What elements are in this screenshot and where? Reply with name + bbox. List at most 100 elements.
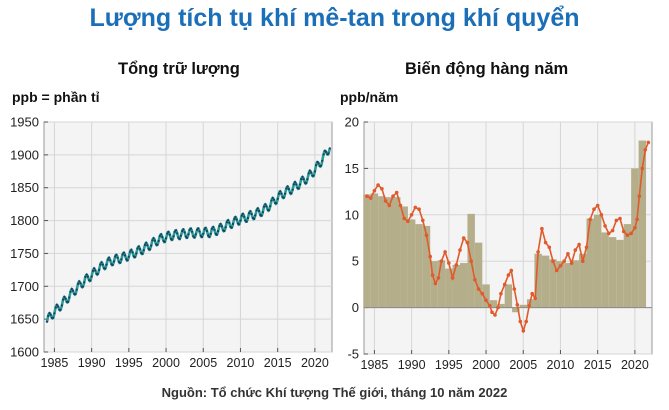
left-series-point bbox=[235, 218, 238, 221]
left-series-point bbox=[223, 229, 226, 233]
left-series-point bbox=[246, 216, 249, 220]
right-series-point bbox=[509, 268, 514, 273]
right-bar bbox=[452, 264, 460, 308]
left-series-point bbox=[189, 227, 192, 230]
left-series-point bbox=[101, 263, 104, 266]
right-y-tick-label: 15 bbox=[345, 161, 359, 176]
left-series-point bbox=[324, 150, 328, 153]
right-bar bbox=[586, 218, 594, 308]
left-series-point bbox=[213, 228, 216, 231]
left-series-point bbox=[54, 306, 57, 309]
left-series-point bbox=[60, 304, 64, 307]
right-x-tick-label: 2005 bbox=[509, 358, 537, 372]
left-series-point bbox=[137, 245, 140, 248]
left-series-point bbox=[295, 183, 298, 186]
left-series-point bbox=[64, 297, 67, 300]
right-bar bbox=[623, 224, 632, 308]
left-series-point bbox=[138, 248, 142, 251]
left-series-point bbox=[85, 273, 88, 276]
left-series-point bbox=[156, 243, 159, 246]
right-series-point bbox=[573, 248, 578, 252]
right-series-point bbox=[614, 218, 619, 223]
left-series-point bbox=[163, 240, 166, 243]
left-series-point bbox=[104, 267, 107, 270]
left-series-point bbox=[234, 215, 237, 219]
right-bar bbox=[370, 193, 379, 308]
left-series-point bbox=[179, 234, 182, 237]
right-bar bbox=[638, 140, 647, 308]
left-series-point bbox=[231, 222, 235, 225]
left-series-point bbox=[90, 275, 93, 278]
left-series-point bbox=[230, 226, 233, 229]
right-chart-title: Biến động hàng năm bbox=[405, 60, 569, 78]
left-series-point bbox=[136, 247, 139, 250]
left-series-point bbox=[204, 226, 207, 229]
left-series-point bbox=[200, 235, 204, 239]
left-unit-label: ppb = phần tỉ bbox=[12, 89, 100, 105]
right-series-point bbox=[439, 259, 444, 264]
left-series-point bbox=[122, 251, 125, 254]
left-series-point bbox=[219, 222, 222, 226]
left-series-point bbox=[57, 305, 60, 308]
right-series-point bbox=[547, 245, 552, 250]
left-series-point bbox=[173, 230, 176, 233]
left-series-point bbox=[62, 298, 65, 301]
left-series-point bbox=[307, 172, 310, 175]
right-series-point bbox=[581, 259, 585, 264]
right-series-point bbox=[473, 278, 477, 282]
right-series-point bbox=[643, 148, 648, 152]
left-series-point bbox=[306, 178, 309, 181]
right-series-point bbox=[629, 231, 633, 236]
left-series-point bbox=[215, 233, 218, 236]
left-series-point bbox=[269, 205, 272, 208]
left-series-point bbox=[52, 316, 55, 319]
left-series-point bbox=[245, 220, 248, 223]
source-note: Nguồn: Tổ chức Khí tượng Thế giới, tháng… bbox=[161, 385, 508, 400]
left-series-point bbox=[83, 281, 86, 284]
left-series-point bbox=[301, 175, 304, 178]
left-series-point bbox=[228, 221, 231, 224]
left-series-point bbox=[225, 221, 228, 224]
left-series-point bbox=[121, 253, 124, 256]
right-series-point bbox=[603, 224, 607, 228]
left-series-point bbox=[272, 198, 276, 201]
left-series-point bbox=[53, 312, 56, 315]
right-series-point bbox=[527, 303, 531, 308]
left-series-point bbox=[81, 285, 84, 288]
left-series-point bbox=[264, 203, 267, 206]
right-x-tick-label: 2010 bbox=[547, 358, 575, 372]
right-series-point bbox=[607, 231, 611, 236]
right-series-point bbox=[595, 203, 600, 208]
left-series-point bbox=[115, 253, 118, 256]
left-series-point bbox=[146, 244, 149, 247]
left-series-point bbox=[302, 178, 305, 181]
left-series-point bbox=[59, 308, 62, 311]
right-series-point bbox=[502, 282, 507, 287]
left-series-point bbox=[148, 248, 151, 251]
right-bar bbox=[519, 304, 527, 308]
right-x-tick-label: 2020 bbox=[621, 358, 649, 372]
left-series-point bbox=[220, 225, 223, 228]
right-series-point bbox=[387, 203, 392, 208]
left-y-tick-label: 1650 bbox=[10, 312, 39, 327]
right-series-point bbox=[506, 273, 511, 277]
right-series-point bbox=[610, 228, 615, 233]
left-series-point bbox=[114, 255, 117, 258]
right-bar bbox=[393, 197, 401, 308]
left-series-point bbox=[322, 153, 325, 156]
right-series-point bbox=[454, 263, 459, 267]
right-series-point bbox=[530, 291, 534, 296]
left-x-tick-label: 2020 bbox=[301, 356, 329, 370]
left-series-point bbox=[293, 181, 297, 184]
left-series-point bbox=[265, 205, 268, 208]
right-bar bbox=[593, 214, 602, 308]
right-series-point bbox=[469, 259, 474, 264]
left-series-point bbox=[55, 303, 59, 306]
right-series-point bbox=[536, 250, 540, 254]
left-series-point bbox=[49, 313, 52, 316]
right-bar bbox=[541, 255, 550, 308]
right-bar bbox=[363, 194, 371, 308]
right-series-point bbox=[476, 287, 481, 291]
left-series-point bbox=[286, 185, 289, 188]
right-bar bbox=[579, 253, 587, 308]
